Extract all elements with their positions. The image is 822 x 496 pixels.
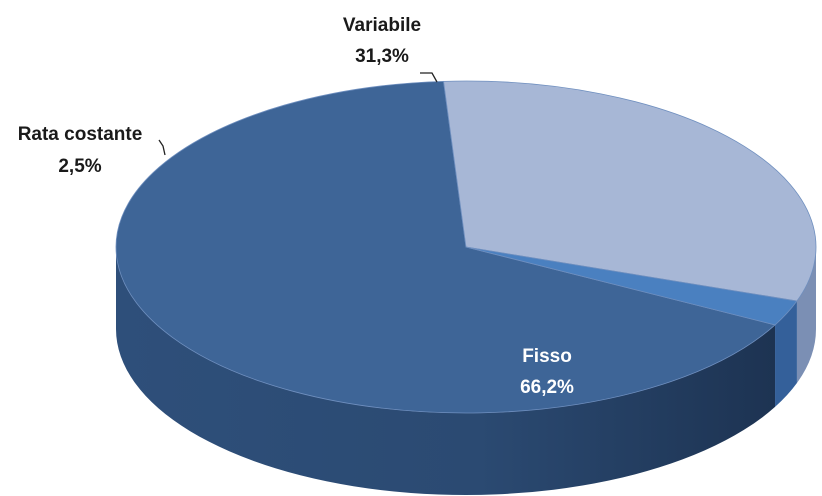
pie-side-fisso: [116, 247, 776, 495]
pie-slice-variabile: [443, 80, 817, 302]
slice-label-rata-costante-name: Rata costante: [18, 124, 143, 145]
leader-line-rata-costante: [158, 139, 166, 156]
slice-label-rata-costante-value: 2,5%: [58, 156, 101, 177]
slice-label-fisso-value: 66,2%: [520, 377, 574, 398]
slice-label-fisso-name: Fisso: [522, 346, 572, 367]
slice-label-variabile-name: Variabile: [343, 15, 421, 36]
pie-side-variabile: [796, 247, 816, 384]
pie-side-rata-costante: [775, 301, 797, 407]
slice-label-variabile-value: 31,3%: [355, 46, 409, 67]
pie-slice-fisso: [115, 80, 776, 414]
leader-line-variabile: [420, 72, 438, 83]
pie-slice-rata-costante: [465, 246, 798, 326]
